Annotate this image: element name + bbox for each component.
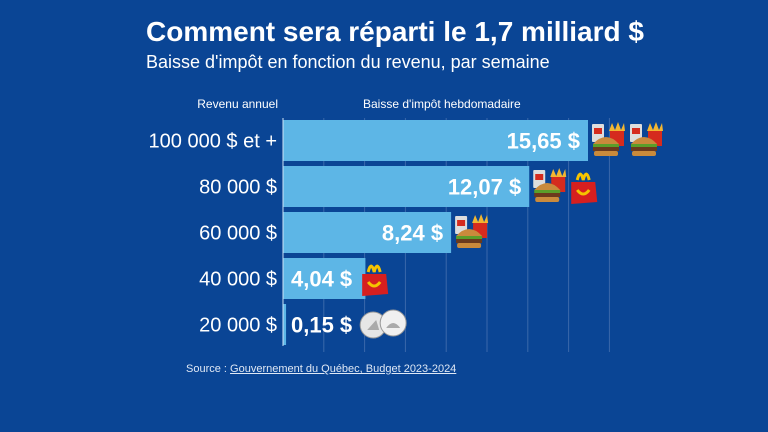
category-label: 80 000 $ [199, 177, 277, 199]
category-label: 20 000 $ [199, 315, 277, 337]
source-link[interactable]: Gouvernement du Québec, Budget 2023-2024 [230, 363, 457, 375]
bar [283, 304, 287, 345]
bar [283, 166, 530, 207]
source-note: Source : Gouvernement du Québec, Budget … [186, 363, 456, 375]
bar [283, 212, 452, 253]
happy-meal-icon [571, 172, 598, 204]
value-label: 0,15 $ [291, 313, 352, 338]
coins-icon [359, 309, 407, 339]
combo-meal-icon [533, 168, 567, 202]
value-header: Baisse d'impôt hebdomadaire [363, 97, 521, 111]
category-label: 60 000 $ [199, 223, 277, 245]
category-label: 40 000 $ [199, 269, 277, 291]
category-label: 100 000 $ et + [149, 131, 277, 153]
happy-meal-icon [362, 264, 389, 296]
combo-meal-icon [592, 122, 625, 156]
combo-meal-icon [455, 214, 489, 248]
value-label: 12,07 $ [448, 175, 521, 200]
combo-meal-icon [630, 122, 663, 156]
source-prefix: Source : [186, 363, 231, 375]
category-header: Revenu annuel [197, 97, 278, 111]
value-label: 8,24 $ [382, 221, 443, 246]
chart-title: Comment sera réparti le 1,7 milliard $ [146, 16, 644, 47]
value-label: 15,65 $ [507, 129, 580, 154]
value-label: 4,04 $ [291, 267, 352, 292]
chart-subtitle: Baisse d'impôt en fonction du revenu, pa… [146, 52, 550, 72]
bar [283, 120, 588, 161]
bar [283, 258, 366, 299]
